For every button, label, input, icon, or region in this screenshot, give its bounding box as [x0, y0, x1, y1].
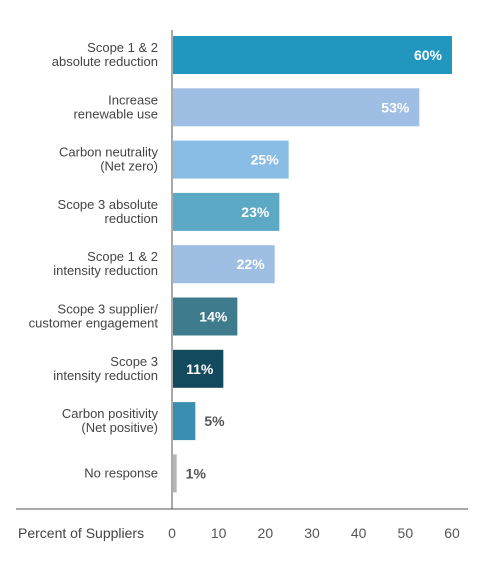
category-label-3: Carbon neutrality (Net zero)	[59, 145, 158, 174]
bar-7	[173, 349, 224, 388]
category-label-9: No response	[84, 465, 158, 480]
bar-value-label-7: 11%	[186, 361, 214, 377]
bar-value-label-6: 14%	[199, 309, 228, 325]
bar-8	[173, 402, 196, 441]
x-tick-label-50: 50	[398, 525, 414, 541]
x-axis-title: Percent of Suppliers	[18, 525, 144, 541]
x-tick-label-0: 0	[168, 525, 176, 541]
bar-value-label-4: 23%	[241, 204, 270, 220]
category-label-8: Carbon positivity (Net positive)	[62, 406, 159, 435]
x-tick-label-20: 20	[258, 525, 274, 541]
bar-value-label-5: 22%	[237, 256, 266, 272]
bar-value-label-9: 1%	[186, 465, 207, 481]
bar-3	[173, 140, 289, 179]
x-tick-label-10: 10	[211, 525, 227, 541]
category-label-7: Scope 3 intensity reduction	[53, 354, 158, 383]
category-label-1: Scope 1 & 2 absolute reduction	[52, 40, 158, 69]
x-tick-label-60: 60	[444, 525, 460, 541]
bar-value-label-8: 5%	[204, 413, 225, 429]
bar-value-label-3: 25%	[251, 152, 280, 168]
x-tick-labels-layer: 0 10 20 30 40 50 60	[168, 525, 460, 541]
bar-5	[173, 245, 275, 284]
category-label-5: Scope 1 & 2 intensity reduction	[53, 249, 158, 278]
bar-6	[173, 297, 238, 336]
category-label-4: Scope 3 absolute reduction	[58, 197, 158, 226]
bar-4	[173, 192, 280, 231]
bars-layer: 60% 53% 25% 23% 22% 14% 11% 5% 1%	[173, 36, 452, 493]
bar-1	[173, 36, 452, 74]
x-tick-label-30: 30	[304, 525, 320, 541]
bar-9	[173, 454, 177, 493]
x-tick-label-40: 40	[351, 525, 367, 541]
bar-value-label-2: 53%	[381, 99, 410, 115]
category-label-6: Scope 3 supplier/customer engagement	[29, 302, 159, 331]
bar-value-label-1: 60%	[414, 47, 443, 63]
bar-2	[173, 88, 420, 127]
category-label-2: Increase renewable use	[73, 92, 158, 121]
category-labels-layer: Scope 1 & 2 absolute reduction Increase ren…	[29, 40, 159, 480]
